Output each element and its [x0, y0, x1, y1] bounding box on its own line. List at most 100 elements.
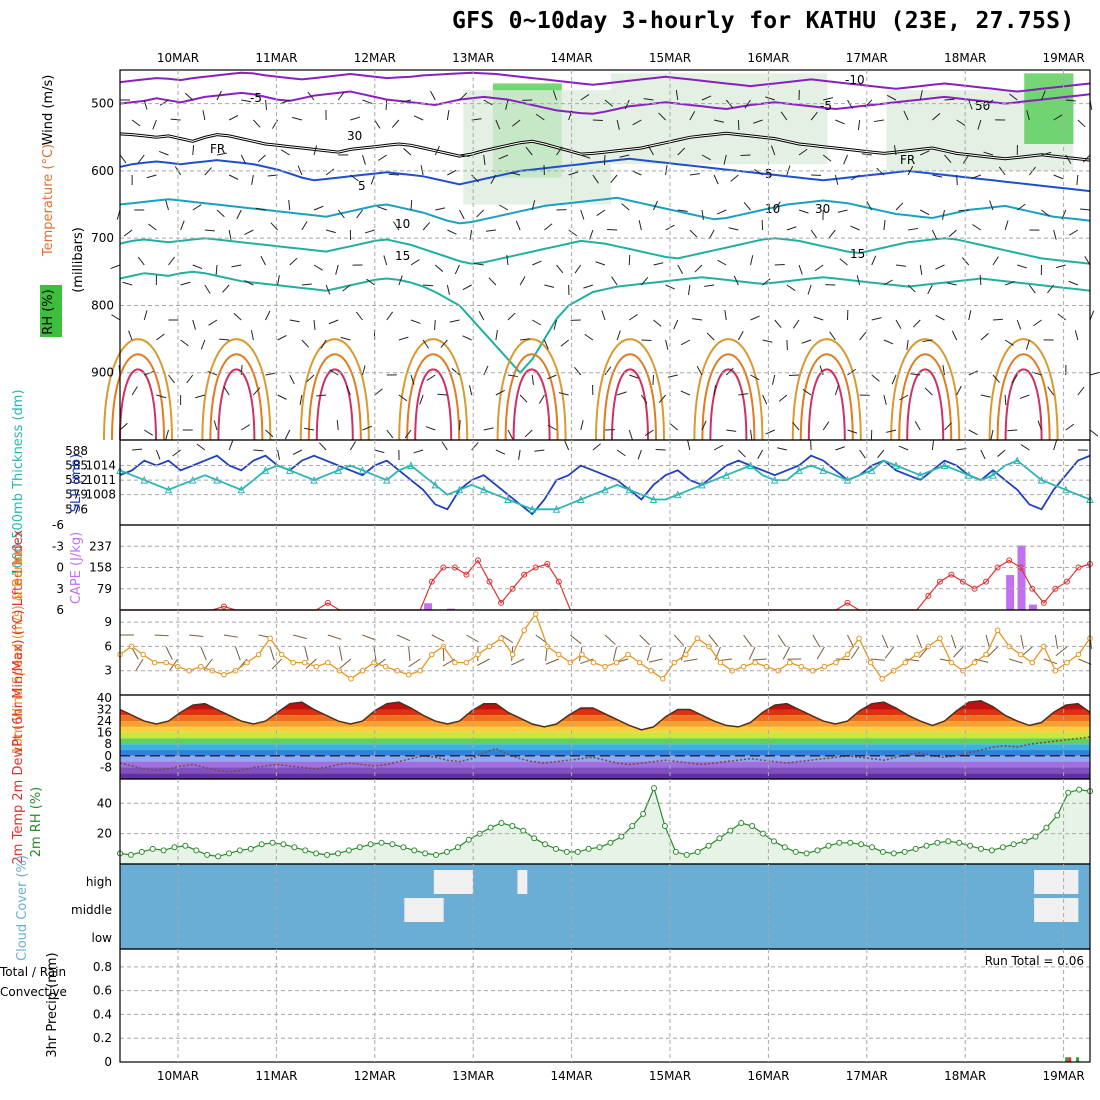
rh-tick: 40 — [97, 796, 112, 810]
wind-barb — [374, 388, 383, 396]
wind-barb — [689, 173, 700, 176]
wind-barb — [584, 333, 594, 341]
wind-barb — [1053, 229, 1057, 240]
wind-barb — [495, 449, 506, 455]
wind-speed-marker — [382, 663, 389, 670]
wind-speed-marker — [1017, 651, 1024, 658]
cloud-clear-span — [517, 870, 528, 894]
wind-barb — [483, 99, 493, 106]
rh-marker — [356, 844, 363, 851]
wind-barb — [932, 174, 943, 178]
temperature-axis-label: 2m Temp 2m DewPt (6hr Min/Max) (°C) — [11, 610, 26, 865]
wind-barb — [265, 310, 271, 321]
thickness-marker — [722, 471, 731, 479]
wind-barb — [971, 174, 982, 179]
wind-barb — [216, 90, 222, 101]
wind-barb — [638, 220, 642, 231]
rh-marker — [1010, 841, 1017, 848]
diurnal-isotherm — [1004, 368, 1043, 441]
temp-color-band — [120, 750, 1090, 756]
wind-barb — [398, 275, 403, 286]
surface-wind-barb — [612, 646, 618, 661]
wind-barb — [1077, 119, 1086, 128]
wind-barb — [847, 429, 858, 434]
wind-barb — [547, 424, 557, 431]
precip-axis-label: 3hr Precip (mm) — [45, 952, 60, 1057]
wind-barb — [1004, 281, 1015, 286]
wind-barb — [927, 284, 933, 295]
wind-barb — [944, 154, 952, 163]
wind-barb — [624, 99, 630, 110]
wind-barb — [619, 154, 630, 158]
wind-speed-marker — [798, 663, 805, 670]
wind-barb — [313, 264, 323, 271]
diurnal-isotherm — [512, 368, 551, 441]
rh-marker — [160, 847, 167, 854]
wind-barb — [469, 385, 473, 396]
wind-barb — [628, 429, 633, 440]
wind-barb — [856, 275, 861, 286]
wind-barb — [250, 330, 254, 341]
surface-wind-barb — [987, 646, 998, 658]
wind-barb — [459, 419, 461, 431]
surface-wind-barb — [1078, 658, 1092, 665]
wind-speed-marker — [255, 651, 262, 658]
wind-barb — [123, 229, 133, 237]
wind-barb — [524, 429, 533, 438]
rh-marker — [280, 841, 287, 848]
rh-marker — [487, 824, 494, 831]
wind-barb — [908, 227, 919, 231]
wind-barb — [762, 394, 768, 405]
wind-barb — [632, 119, 642, 126]
surface-wind-barb — [545, 658, 559, 665]
wind-barb — [798, 148, 808, 156]
pressure-tick: 700 — [91, 231, 114, 245]
diurnal-isotherm — [315, 368, 354, 441]
pressure-tick: 500 — [91, 97, 114, 111]
surface-wind-barb — [752, 658, 767, 661]
wind-barb — [1041, 209, 1050, 217]
rh-marker — [770, 838, 777, 845]
wind-barb — [426, 374, 436, 381]
pressure-tick: 900 — [91, 366, 114, 380]
wind-barb — [810, 439, 812, 451]
rh-marker — [334, 850, 341, 857]
cloud-cover-area — [120, 864, 1090, 949]
wind-speed-marker — [937, 635, 943, 642]
surface-wind-barb — [974, 658, 989, 663]
wind-barb — [886, 429, 897, 433]
surface-wind-barb — [374, 658, 386, 668]
wind-barb — [580, 154, 591, 159]
wind-barb — [518, 449, 521, 460]
cloud-layer-tick: middle — [71, 903, 112, 917]
wind-barb — [977, 119, 982, 130]
wind-speed-marker — [948, 659, 955, 666]
wind-barb — [471, 442, 479, 451]
wind-barb — [992, 256, 999, 266]
diurnal-isotherm — [307, 353, 362, 441]
wind-barb — [906, 339, 909, 350]
wind-barb — [1089, 371, 1100, 376]
temp-color-band — [120, 744, 1090, 751]
lifted-tick: 3 — [56, 582, 64, 596]
lifted-marker — [948, 571, 955, 578]
panel-frame — [119, 609, 1091, 696]
wind-barb — [425, 426, 436, 431]
wind-barb — [148, 223, 157, 231]
wind-barb — [422, 222, 431, 231]
diurnal-isotherm — [611, 368, 649, 441]
wind-barb — [253, 449, 264, 452]
wind-barb — [159, 99, 169, 106]
wind-barb — [713, 174, 719, 185]
lifted-marker — [555, 578, 562, 585]
wind-barb — [1041, 90, 1046, 101]
surface-wind-barb — [511, 658, 525, 666]
humidity-band — [610, 73, 828, 165]
rh-marker — [1065, 789, 1072, 796]
wind-barb — [233, 312, 242, 321]
wind-barb — [137, 154, 145, 164]
wind-barb — [788, 374, 800, 377]
wind-barb — [1025, 339, 1030, 350]
wind-barb — [447, 229, 457, 235]
wind-barb — [1016, 203, 1026, 211]
